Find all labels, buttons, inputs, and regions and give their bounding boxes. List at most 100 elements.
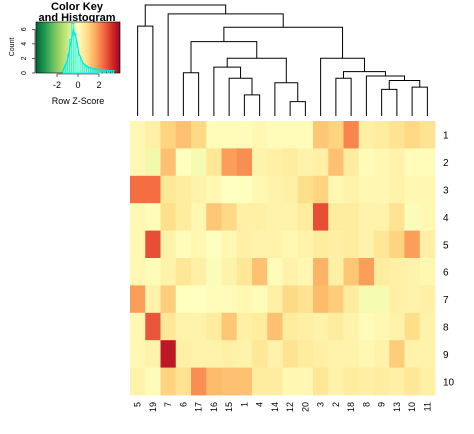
heatmap-cell	[419, 148, 436, 177]
heatmap-cell	[297, 203, 314, 231]
color-key-y-axis: 0 2 4 6	[21, 27, 36, 75]
dendrogram-branch	[137, 25, 154, 116]
heatmap-cell	[160, 121, 177, 149]
heatmap-cell	[221, 121, 238, 149]
row-label: 5	[443, 240, 449, 251]
heatmap-cell	[313, 203, 329, 231]
heatmap-cell	[252, 148, 268, 177]
heatmap-cell	[145, 258, 161, 286]
column-label: 20	[300, 402, 310, 412]
heatmap-cell	[389, 121, 405, 149]
heatmap-cell	[191, 312, 207, 341]
heatmap-cell	[343, 148, 360, 177]
key-x-tick-label: 0	[75, 80, 80, 90]
heatmap-cell	[206, 203, 222, 231]
heatmap-cell	[282, 312, 299, 341]
heatmap-cell	[191, 340, 207, 368]
color-key-density-curve	[61, 27, 115, 73]
heatmap-cell	[236, 258, 253, 286]
heatmap-cell	[175, 340, 192, 368]
heatmap-cell	[221, 203, 238, 231]
heatmap-cell	[358, 340, 375, 368]
heatmap-cell	[313, 367, 329, 396]
heatmap-cell	[267, 175, 283, 204]
column-label: 11	[422, 402, 432, 411]
heatmap-cell	[297, 312, 314, 341]
heatmap-cell	[297, 148, 314, 177]
heatmap-cell	[267, 367, 283, 396]
heatmap-cell	[374, 312, 390, 341]
heatmap-cell	[145, 148, 161, 177]
heatmap-cell	[282, 285, 299, 314]
heatmap-cell	[297, 340, 314, 368]
dendrogram-branch	[411, 86, 428, 116]
heatmap-cell	[267, 340, 283, 368]
heatmap-cell	[191, 230, 207, 259]
heatmap-cell	[236, 230, 253, 259]
column-label: 4	[255, 402, 265, 407]
column-label: 17	[194, 402, 204, 412]
heatmap-cell	[252, 175, 268, 204]
color-key-title-line-2: and Histogram	[38, 12, 115, 24]
column-label: 3	[316, 402, 326, 407]
key-x-tick-label: 2	[96, 80, 101, 90]
heatmap-cell	[328, 367, 344, 396]
heatmap-cell	[374, 148, 390, 177]
heatmap-cell	[343, 312, 360, 341]
heatmap-cell	[160, 203, 177, 231]
heatmap-cell	[313, 175, 329, 204]
heatmap-cell	[191, 258, 207, 286]
heatmap-cell	[297, 285, 314, 314]
heatmap-cell	[313, 230, 329, 259]
heatmap-cell	[130, 312, 146, 341]
heatmap-cell	[328, 175, 344, 204]
heatmap-cell	[160, 175, 177, 204]
heatmap-cell	[221, 367, 238, 396]
heatmap-cell	[374, 258, 390, 286]
heatmap-cell	[328, 258, 344, 286]
color-key-x-label: Row Z-Score	[52, 96, 105, 106]
column-labels: 5 19 7 6 17 16 15 1 4 14 12 20 3 2 18 8 9 13 10 11	[133, 402, 433, 412]
heatmap-cell	[206, 258, 222, 286]
heatmap-cell	[282, 258, 299, 286]
heatmap-cell	[419, 285, 436, 314]
dendrogram-branch	[274, 82, 299, 116]
heatmap-cell	[252, 285, 268, 314]
heatmap-cell	[175, 285, 192, 314]
heatmap-cell	[389, 367, 405, 396]
heatmap-cell	[236, 148, 253, 177]
heatmap-cell	[236, 121, 253, 149]
heatmap-cell	[191, 367, 207, 396]
column-label: 15	[224, 402, 234, 412]
heatmap-cell	[130, 230, 146, 259]
heatmap-cell	[236, 285, 253, 314]
heatmap-cell	[252, 121, 268, 149]
heatmap-cell	[404, 285, 421, 314]
dendrogram-branch	[167, 13, 284, 116]
heatmap-cell	[282, 175, 299, 204]
heatmap-cell	[419, 203, 436, 231]
heatmap-cell	[175, 367, 192, 396]
heatmap-cell	[419, 258, 436, 286]
heatmap-cell	[206, 285, 222, 314]
heatmap-cell	[313, 148, 329, 177]
heatmap-cell	[206, 340, 222, 368]
heatmap-cell	[404, 312, 421, 341]
row-label: 10	[443, 377, 455, 388]
column-label: 1	[239, 402, 249, 407]
heatmap-cell	[221, 175, 238, 204]
heatmap-cell	[206, 312, 222, 341]
heatmap-cell	[236, 340, 253, 368]
column-label: 8	[361, 402, 371, 407]
heatmap-cell	[160, 258, 177, 286]
heatmap-cell	[419, 175, 436, 204]
heatmap-cell	[297, 258, 314, 286]
column-label: 18	[346, 402, 356, 412]
heatmap-cell	[358, 312, 375, 341]
heatmap-cell	[252, 230, 268, 259]
heatmap-cell	[297, 175, 314, 204]
row-labels: 1 2 3 4 5 6 7 8 9 10	[443, 131, 455, 389]
heatmap-cell	[130, 148, 146, 177]
heatmap-cell	[374, 285, 390, 314]
